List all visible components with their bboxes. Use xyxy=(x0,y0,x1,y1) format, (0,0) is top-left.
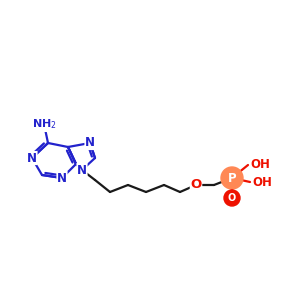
Text: O: O xyxy=(228,193,236,203)
Text: N: N xyxy=(57,172,67,184)
Circle shape xyxy=(221,167,243,189)
Text: N: N xyxy=(85,136,95,149)
Text: P: P xyxy=(228,172,236,184)
Circle shape xyxy=(224,190,240,206)
Text: N: N xyxy=(27,152,37,164)
Text: O: O xyxy=(190,178,202,191)
Text: OH: OH xyxy=(250,158,270,172)
Text: NH$_2$: NH$_2$ xyxy=(32,117,56,131)
Text: OH: OH xyxy=(252,176,272,188)
Text: N: N xyxy=(77,164,87,176)
